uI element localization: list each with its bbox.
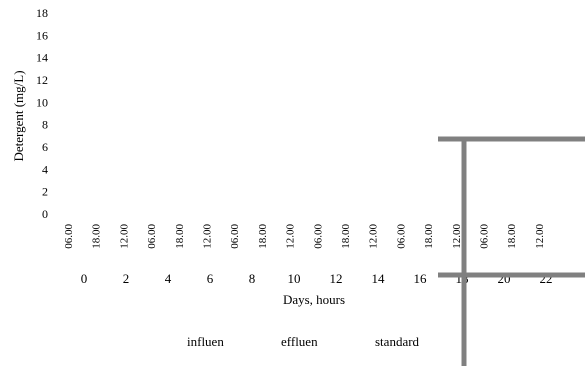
y-tick-label: 14 [36, 51, 48, 65]
x-hour-tick-label: 06.00 [479, 224, 491, 249]
legend: influen effluen standard [187, 334, 420, 349]
x-day-tick-label: 4 [165, 271, 172, 286]
y-tick-label: 8 [42, 118, 48, 132]
x-hour-tick-label: 06.00 [395, 224, 407, 249]
x-day-tick-label: 10 [288, 271, 301, 286]
y-tick-label: 6 [42, 140, 48, 154]
x-axis-hour-ticks: 06.00 18.00 12.00 06.00 18.00 12.00 06.00 18.00… [63, 224, 546, 249]
x-hour-tick-label: 18.00 [506, 224, 518, 249]
x-hour-tick-label: 12.00 [118, 224, 130, 249]
x-hour-tick-label: 18.00 [91, 224, 103, 249]
x-day-tick-label: 16 [414, 271, 428, 286]
x-hour-tick-label: 06.00 [146, 224, 158, 249]
overlay-lines [438, 136, 585, 366]
y-tick-label: 0 [42, 207, 48, 221]
x-day-tick-label: 2 [123, 271, 130, 286]
x-hour-tick-label: 18.00 [340, 224, 352, 249]
x-hour-tick-label: 12.00 [368, 224, 380, 249]
x-day-tick-label: 14 [372, 271, 386, 286]
x-hour-tick-label: 12.00 [451, 224, 463, 249]
x-day-tick-label: 12 [330, 271, 343, 286]
y-axis-label: Detergent (mg/L) [11, 70, 26, 161]
x-hour-tick-label: 06.00 [63, 224, 75, 249]
x-hour-tick-label: 12.00 [285, 224, 297, 249]
y-axis-ticks: 0 2 4 6 8 10 12 14 16 18 [36, 6, 48, 221]
x-hour-tick-label: 12.00 [534, 224, 546, 249]
legend-item-influen: influen [187, 334, 224, 349]
y-tick-label: 18 [36, 6, 48, 20]
x-day-tick-label: 8 [249, 271, 256, 286]
legend-item-standard: standard [375, 334, 420, 349]
y-tick-label: 16 [36, 28, 48, 42]
y-tick-label: 2 [42, 185, 48, 199]
y-tick-label: 10 [36, 95, 48, 109]
x-day-tick-label: 6 [207, 271, 214, 286]
y-tick-label: 12 [36, 73, 48, 87]
x-hour-tick-label: 06.00 [229, 224, 241, 249]
x-hour-tick-label: 12.00 [202, 224, 214, 249]
x-day-tick-label: 0 [81, 271, 88, 286]
x-hour-tick-label: 06.00 [312, 224, 324, 249]
y-tick-label: 4 [42, 162, 48, 176]
x-axis-label: Days, hours [283, 292, 345, 307]
x-hour-tick-label: 18.00 [174, 224, 186, 249]
x-hour-tick-label: 18.00 [423, 224, 435, 249]
x-hour-tick-label: 18.00 [257, 224, 269, 249]
legend-item-effluen: effluen [281, 334, 318, 349]
